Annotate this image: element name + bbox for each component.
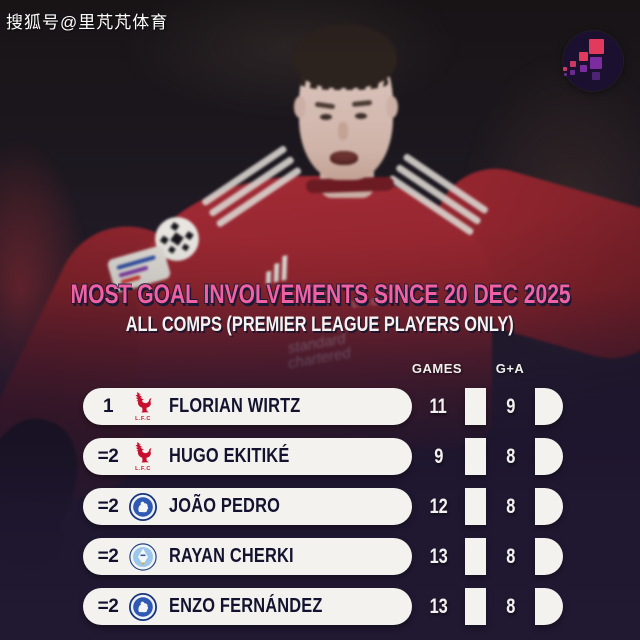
logo-square	[570, 70, 575, 75]
games-value: 11	[429, 394, 448, 418]
table-rows: 1 L.F.C FLORIAN WIRTZ 11 9 =2 L.F.C HUGO…	[83, 388, 563, 628]
ga-value: 9	[505, 394, 516, 418]
player-pill: =2 JOÃO PEDRO	[83, 488, 412, 525]
player-name: HUGO EKITIKÉ	[169, 445, 290, 467]
liverpool-crest-icon: L.F.C	[127, 438, 159, 475]
ga-value: 8	[505, 494, 516, 518]
row-end-cap	[535, 438, 563, 475]
ga-value: 8	[505, 444, 516, 468]
page-title: MOST GOAL INVOLVEMENTS SINCE 20 DEC 2025	[0, 279, 640, 310]
row-end-cap	[535, 488, 563, 525]
table-row: =2 JOÃO PEDRO 12 8	[83, 488, 563, 525]
chelsea-crest-icon	[127, 488, 159, 525]
player-name: RAYAN CHERKI	[169, 545, 294, 567]
table-row: 1 L.F.C FLORIAN WIRTZ 11 9	[83, 388, 563, 425]
rank-label: =2	[97, 545, 119, 567]
rank-label: =2	[97, 495, 119, 517]
table-row: =2 L.F.C HUGO EKITIKÉ 9 8	[83, 438, 563, 475]
ga-value: 8	[505, 544, 516, 568]
table-row: =2 RAYAN CHERKI 13 8	[83, 538, 563, 575]
player-name: ENZO FERNÁNDEZ	[169, 595, 323, 617]
player-name: JOÃO PEDRO	[169, 495, 280, 517]
logo-square	[563, 67, 567, 71]
logo-square	[580, 65, 587, 72]
player-pill: =2 L.F.C HUGO EKITIKÉ	[83, 438, 412, 475]
page-subtitle-text: ALL COMPS (PREMIER LEAGUE PLAYERS ONLY)	[125, 313, 515, 336]
rank-label: =2	[97, 445, 119, 467]
games-value: 13	[429, 594, 448, 618]
column-separator	[465, 488, 486, 525]
player-name: FLORIAN WIRTZ	[169, 395, 301, 417]
chelsea-crest-icon	[127, 588, 159, 625]
ga-value: 8	[505, 594, 516, 618]
games-value: 13	[429, 544, 448, 568]
table-row: =2 ENZO FERNÁNDEZ 13 8	[83, 588, 563, 625]
column-separator	[465, 588, 486, 625]
page-title-text: MOST GOAL INVOLVEMENTS SINCE 20 DEC 2025	[70, 279, 571, 309]
player-pill: 1 L.F.C FLORIAN WIRTZ	[83, 388, 412, 425]
player-pill: =2 ENZO FERNÁNDEZ	[83, 588, 412, 625]
column-separator	[465, 438, 486, 475]
stats-blocks-logo-icon	[563, 31, 623, 91]
rank-label: 1	[102, 395, 114, 417]
row-end-cap	[535, 538, 563, 575]
player-pill: =2 RAYAN CHERKI	[83, 538, 412, 575]
column-header-games: GAMES	[411, 361, 463, 376]
row-end-cap	[535, 588, 563, 625]
games-value: 9	[433, 444, 444, 468]
rank-label: =2	[97, 595, 119, 617]
page-subtitle: ALL COMPS (PREMIER LEAGUE PLAYERS ONLY)	[0, 313, 640, 337]
crest-label: L.F.C	[135, 416, 151, 422]
logo-square	[570, 61, 576, 67]
watermark: 搜狐号@里芃芃体育	[6, 13, 169, 32]
logo-square	[589, 39, 604, 54]
column-separator	[465, 388, 486, 425]
games-value: 12	[429, 494, 448, 518]
logo-square	[590, 57, 602, 69]
crest-label: L.F.C	[135, 466, 151, 472]
column-separator	[465, 538, 486, 575]
column-header-ga: G+A	[495, 361, 525, 376]
man-city-crest-icon	[127, 538, 159, 575]
logo-square	[564, 73, 567, 76]
logo-square	[592, 72, 600, 80]
row-end-cap	[535, 388, 563, 425]
liverpool-crest-icon: L.F.C	[127, 388, 159, 425]
logo-square	[579, 52, 588, 61]
